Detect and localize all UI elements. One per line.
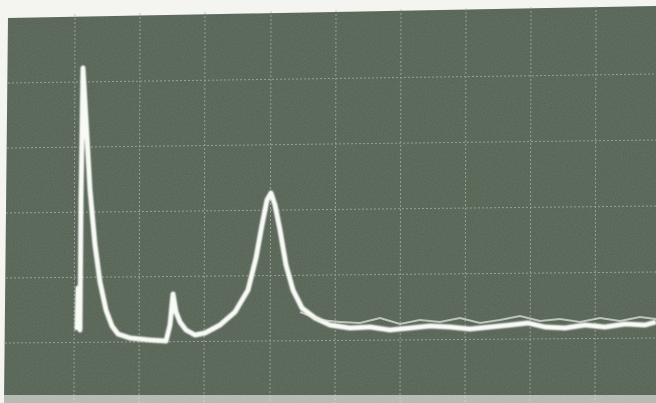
page: Trace {} html, body { margin: 0; padding…	[0, 0, 656, 403]
screen-photo	[0, 0, 656, 403]
photo-edge	[0, 395, 656, 403]
body	[0, 0, 656, 403]
screen-grain	[4, 6, 656, 403]
